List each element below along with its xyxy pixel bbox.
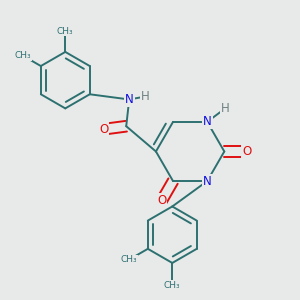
Text: CH₃: CH₃ <box>14 51 31 60</box>
Text: O: O <box>242 145 251 158</box>
Text: CH₃: CH₃ <box>164 281 181 290</box>
Text: O: O <box>99 123 109 136</box>
Text: N: N <box>203 175 212 188</box>
Text: H: H <box>221 102 230 115</box>
Text: CH₃: CH₃ <box>120 256 137 265</box>
Text: N: N <box>125 93 134 106</box>
Text: H: H <box>141 90 150 103</box>
Text: O: O <box>157 194 167 207</box>
Text: CH₃: CH₃ <box>57 27 74 36</box>
Text: N: N <box>203 116 212 128</box>
